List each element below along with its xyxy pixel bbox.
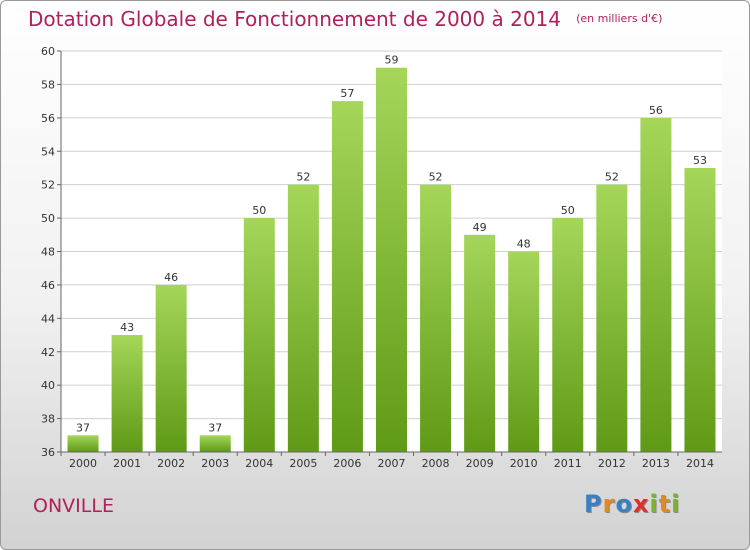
y-tick-label: 46 <box>41 279 55 292</box>
x-tick-label: 2010 <box>510 457 538 470</box>
bar-2002 <box>155 284 187 452</box>
data-label-2010: 48 <box>517 238 531 251</box>
bar-2012 <box>596 184 628 452</box>
data-label-2009: 49 <box>473 221 487 234</box>
x-tick-label: 2001 <box>113 457 141 470</box>
y-tick-label: 50 <box>41 212 55 225</box>
y-tick-label: 42 <box>41 346 55 359</box>
x-tick-label: 2014 <box>686 457 714 470</box>
x-tick-label: 2006 <box>333 457 361 470</box>
bar-2013 <box>640 117 672 452</box>
y-tick-label: 36 <box>41 446 55 459</box>
commune-name: ONVILLE <box>33 495 114 517</box>
data-label-2014: 53 <box>693 154 707 167</box>
chart-title: Dotation Globale de Fonctionnement de 20… <box>28 7 662 31</box>
chart-title-text: Dotation Globale de Fonctionnement de 20… <box>28 7 561 31</box>
x-tick-label: 2012 <box>598 457 626 470</box>
bar-2000 <box>67 435 99 452</box>
data-label-2006: 57 <box>340 87 354 100</box>
data-label-2011: 50 <box>561 204 575 217</box>
data-label-2000: 37 <box>76 421 90 434</box>
y-tick-label: 44 <box>41 312 55 325</box>
proxiti-logo: Proxiti <box>584 490 680 518</box>
bar-2006 <box>331 101 363 452</box>
data-label-2012: 52 <box>605 171 619 184</box>
bars: 37 43 46 37 50 52 57 59 52 49 48 50 52 56 53 <box>67 54 716 453</box>
data-label-2003: 37 <box>208 421 222 434</box>
bar-2009 <box>464 234 496 452</box>
y-tick-label: 60 <box>41 45 55 58</box>
logo-letter: x <box>632 490 650 518</box>
logo-letter: P <box>584 490 603 518</box>
bar-2004 <box>243 218 275 452</box>
data-label-2002: 46 <box>164 271 178 284</box>
x-tick-label: 2005 <box>289 457 317 470</box>
x-tick-label: 2009 <box>466 457 494 470</box>
data-label-2004: 50 <box>252 204 266 217</box>
bar-2014 <box>684 167 716 453</box>
y-tick-label: 48 <box>41 246 55 259</box>
logo-letter: i <box>649 490 659 518</box>
data-label-2007: 59 <box>385 54 399 67</box>
bar-2001 <box>111 335 143 452</box>
bar-2003 <box>199 435 231 452</box>
logo-letter: t <box>658 490 672 518</box>
y-tick-label: 56 <box>41 112 55 125</box>
x-tick-label: 2004 <box>245 457 273 470</box>
data-label-2005: 52 <box>296 171 310 184</box>
y-tick-label: 40 <box>41 379 55 392</box>
x-tick-label: 2002 <box>157 457 185 470</box>
x-tick-label: 2011 <box>554 457 582 470</box>
bar-2011 <box>552 218 584 452</box>
y-tick-label: 38 <box>41 413 55 426</box>
data-label-2001: 43 <box>120 321 134 334</box>
x-tick-label: 2008 <box>422 457 450 470</box>
axes: 36 38 40 42 44 46 48 50 52 54 56 58 60 2000 2001 2002 20… <box>41 45 722 470</box>
data-label-2008: 52 <box>429 171 443 184</box>
logo-letter: o <box>615 490 633 518</box>
bar-2005 <box>287 184 319 452</box>
bar-2010 <box>508 251 540 452</box>
logo-letter: i <box>671 490 681 518</box>
y-tick-label: 58 <box>41 78 55 91</box>
bar-2008 <box>420 184 452 452</box>
y-tick-label: 54 <box>41 145 55 158</box>
y-tick-label: 52 <box>41 179 55 192</box>
x-tick-label: 2000 <box>69 457 97 470</box>
chart-unit: (en milliers d'€) <box>576 12 663 25</box>
x-tick-label: 2007 <box>378 457 406 470</box>
x-tick-label: 2013 <box>642 457 670 470</box>
logo-letter: r <box>602 490 616 518</box>
x-tick-label: 2003 <box>201 457 229 470</box>
data-label-2013: 56 <box>649 104 663 117</box>
bar-2007 <box>376 67 407 452</box>
